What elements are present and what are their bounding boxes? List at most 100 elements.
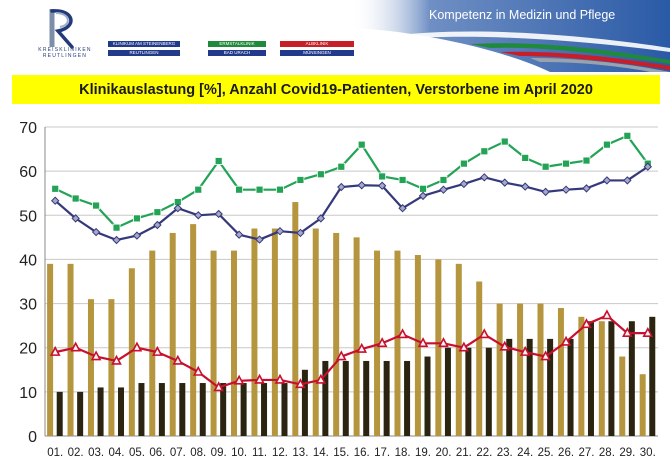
marker-diamond [520,182,530,191]
bar-deaths [526,338,533,436]
bar-deaths [424,356,431,436]
bar-covid-patients [394,250,401,436]
x-tick-label: 02. [68,447,84,459]
marker-triangle [274,373,286,384]
marker-square [296,176,305,184]
series-line-3 [54,314,648,389]
bar-covid-patients [149,250,156,436]
hospital-name-ermstal: ERMSTALKLINIK [208,41,266,47]
bar-deaths [485,347,492,436]
x-tick-label: 17. [374,447,390,459]
bar-covid-patients [455,263,462,436]
x-tick-label: 28. [599,447,615,459]
x-tick-label: 14. [313,447,329,459]
bar-deaths [547,338,554,436]
marker-diamond [132,231,142,240]
bar-deaths [649,316,656,436]
bar-deaths [240,383,247,436]
logo-text: KREISKLINIKEN REUTLINGEN [32,47,98,59]
x-tick-label: 04. [109,447,125,459]
marker-triangle [478,328,490,339]
bar-covid-patients [169,232,176,436]
x-tick-label: 30. [640,447,656,459]
bar-deaths [220,383,227,436]
bar-deaths [138,383,145,436]
x-tick-label: 25. [538,447,554,459]
marker-square [92,201,100,210]
bar-covid-patients [537,303,544,436]
marker-diamond [561,185,571,194]
x-tick-label: 10. [231,447,247,459]
marker-square [235,185,244,194]
marker-triangle [499,340,511,351]
y-tick-label: 50 [19,208,37,225]
y-tick-label: 20 [19,341,37,358]
marker-triangle [417,337,429,348]
bar-covid-patients [47,263,54,436]
bar-deaths [56,391,63,436]
bar-covid-patients [312,228,319,436]
bar-covid-patients [374,250,381,436]
marker-diamond [459,179,469,189]
marker-diamond [173,204,183,213]
header-banner [350,0,670,72]
hospital-location-reutlingen: REUTLINGEN [108,50,180,56]
bar-covid-patients [231,250,238,436]
chart-title-box: Klinikauslastung [%], Anzahl Covid19-Pat… [12,75,660,104]
bar-covid-patients [87,299,94,436]
bar-covid-patients [190,224,197,436]
marker-diamond [377,181,387,190]
marker-triangle [601,309,613,320]
x-tick-label: 05. [129,447,145,459]
y-tick-label: 40 [19,252,37,269]
marker-square [480,147,489,156]
bar-covid-patients [271,228,278,436]
marker-diamond [194,211,203,220]
y-tick-label: 70 [19,120,37,137]
bar-covid-patients [333,232,340,436]
x-tick-label: 18. [395,447,411,459]
marker-diamond [71,214,80,223]
marker-square [255,185,264,194]
x-tick-label: 22. [476,447,492,459]
y-tick-label: 60 [19,164,37,181]
bar-deaths [567,338,574,436]
marker-diamond [602,176,612,185]
marker-triangle [356,342,368,353]
marker-triangle [519,345,531,356]
marker-triangle [295,378,306,389]
x-tick-label: 15. [333,447,349,459]
marker-square [541,162,550,171]
marker-square [337,162,346,171]
y-tick-label: 30 [19,297,37,314]
marker-diamond [51,196,60,205]
marker-square [419,184,427,193]
bar-covid-patients [598,321,605,436]
marker-triangle [397,328,408,339]
marker-diamond [337,182,346,192]
x-tick-label: 13. [292,447,308,459]
marker-diamond [623,176,632,185]
bar-covid-patients [353,237,360,436]
logo-line-2: REUTLINGEN [42,53,88,59]
x-tick-label: 08. [190,447,206,459]
marker-diamond [296,228,305,238]
marker-diamond [500,178,509,187]
x-tick-label: 06. [149,447,165,459]
bar-deaths [158,383,165,436]
marker-diamond [480,173,489,182]
marker-diamond [541,187,550,197]
bar-deaths [118,387,125,436]
marker-square [500,137,509,146]
chart-title: Klinikauslastung [%], Anzahl Covid19-Pat… [79,81,593,98]
bar-covid-patients [292,202,299,436]
marker-square [357,140,366,149]
bar-covid-patients [476,281,483,436]
marker-triangle [254,373,265,384]
marker-diamond [643,162,652,171]
bar-covid-patients [210,250,217,436]
hospital-name-steinenberg: KLINIKUM AM STEINENBERG [108,41,180,47]
hospital-location-bad-urach: BAD URACH [208,50,266,56]
bar-covid-patients [557,307,564,436]
header-tagline: Kompetenz in Medizin und Pflege [429,8,616,22]
